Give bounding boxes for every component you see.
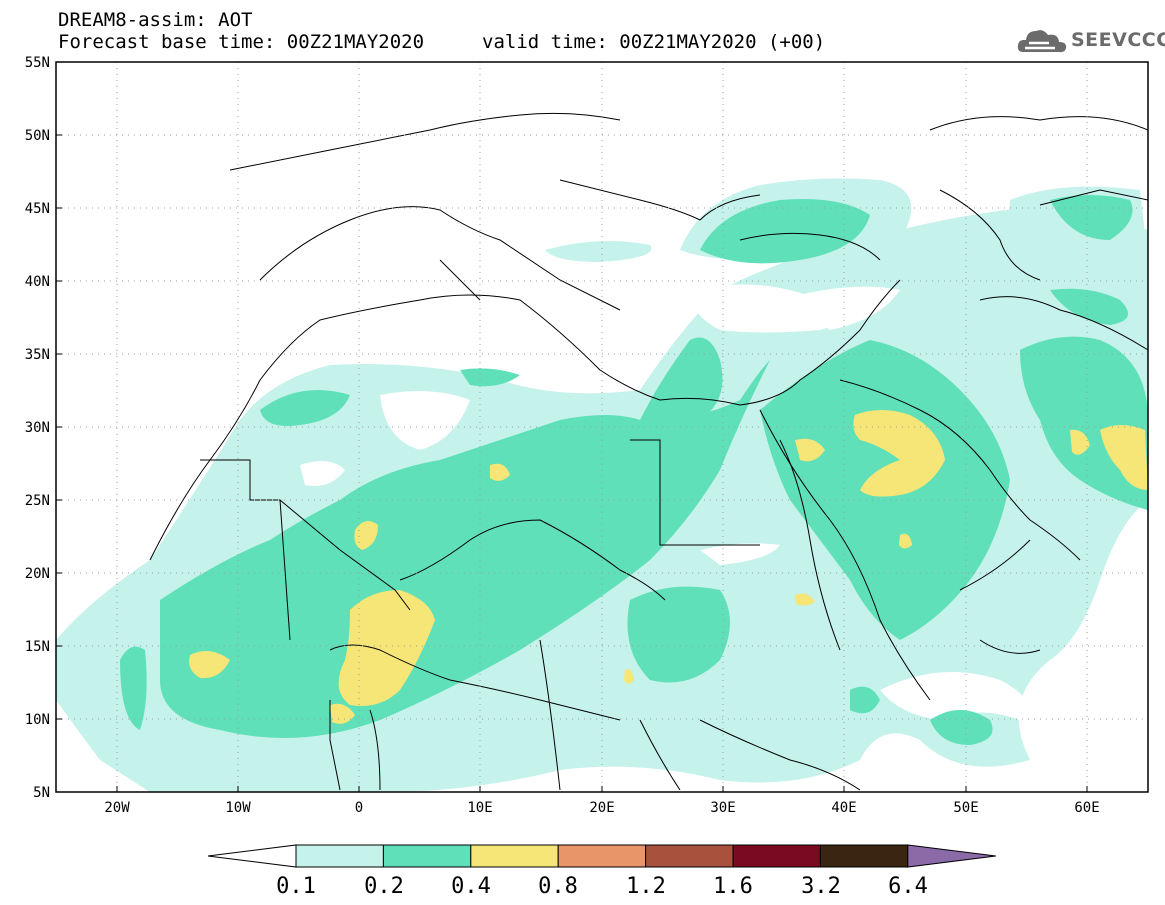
map-title: DREAM8-assim: AOT bbox=[58, 9, 253, 31]
aot-clear-areas bbox=[300, 284, 1027, 720]
aot-field-high bbox=[189, 410, 1148, 724]
lon-label: 20W bbox=[104, 800, 130, 816]
colorbar-segment bbox=[382, 844, 472, 868]
colorbar-label: 0.8 bbox=[538, 874, 578, 899]
lon-label: 20E bbox=[589, 800, 614, 816]
seevccc-logo: SEEVCCC bbox=[1015, 22, 1165, 58]
colorbar-segment bbox=[819, 844, 909, 868]
lat-labels: 55N 50N 45N 40N 35N 30N 25N 20N 15N 10N … bbox=[25, 55, 50, 801]
lat-label: 10N bbox=[25, 712, 50, 728]
colorbar-label: 0.4 bbox=[451, 874, 491, 899]
lon-label: 40E bbox=[831, 800, 856, 816]
lat-label: 5N bbox=[33, 785, 50, 801]
valid-time: valid time: 00Z21MAY2020 (+00) bbox=[482, 31, 826, 53]
lat-label: 40N bbox=[25, 274, 50, 290]
lat-label: 20N bbox=[25, 566, 50, 582]
colorbar-label: 6.4 bbox=[888, 874, 928, 899]
lon-labels: 20W 10W 0 10E 20E 30E 40E 50E 60E bbox=[104, 800, 1099, 816]
lon-label: 60E bbox=[1074, 800, 1099, 816]
colorbar-segment bbox=[295, 844, 384, 868]
colorbar-segment bbox=[732, 844, 821, 868]
colorbar-label: 0.1 bbox=[276, 874, 316, 899]
colorbar-label: 3.2 bbox=[801, 874, 841, 899]
aot-fields bbox=[56, 112, 1148, 792]
lon-label: 10E bbox=[467, 800, 492, 816]
lat-label: 25N bbox=[25, 493, 50, 509]
gridlines bbox=[56, 62, 1148, 792]
lon-label: 0 bbox=[355, 800, 363, 816]
colorbar-segment bbox=[557, 844, 647, 868]
lat-label: 45N bbox=[25, 201, 50, 217]
axis-ticks bbox=[56, 61, 1088, 792]
forecast-base-time: Forecast base time: 00Z21MAY2020 bbox=[58, 31, 425, 53]
lat-label: 55N bbox=[25, 55, 50, 71]
colorbar bbox=[207, 844, 996, 868]
colorbar-low-arrow bbox=[207, 844, 297, 868]
borders bbox=[149, 112, 1148, 791]
lat-label: 35N bbox=[25, 347, 50, 363]
colorbar-label: 1.2 bbox=[626, 874, 666, 899]
lon-label: 10W bbox=[225, 800, 251, 816]
colorbar-segment bbox=[470, 844, 559, 868]
cloud-icon bbox=[1017, 30, 1067, 53]
logo-text: SEEVCCC bbox=[1071, 29, 1165, 51]
colorbar-high-arrow bbox=[907, 844, 996, 868]
colorbar-label: 0.2 bbox=[364, 874, 404, 899]
colorbar-segment bbox=[645, 844, 734, 868]
colorbar-label: 1.6 bbox=[713, 874, 753, 899]
colorbar-labels: 0.1 0.2 0.4 0.8 1.2 1.6 3.2 6.4 bbox=[276, 874, 928, 899]
lat-label: 15N bbox=[25, 639, 50, 655]
lat-label: 50N bbox=[25, 128, 50, 144]
lat-label: 30N bbox=[25, 420, 50, 436]
lon-label: 50E bbox=[953, 800, 978, 816]
lon-label: 30E bbox=[710, 800, 735, 816]
